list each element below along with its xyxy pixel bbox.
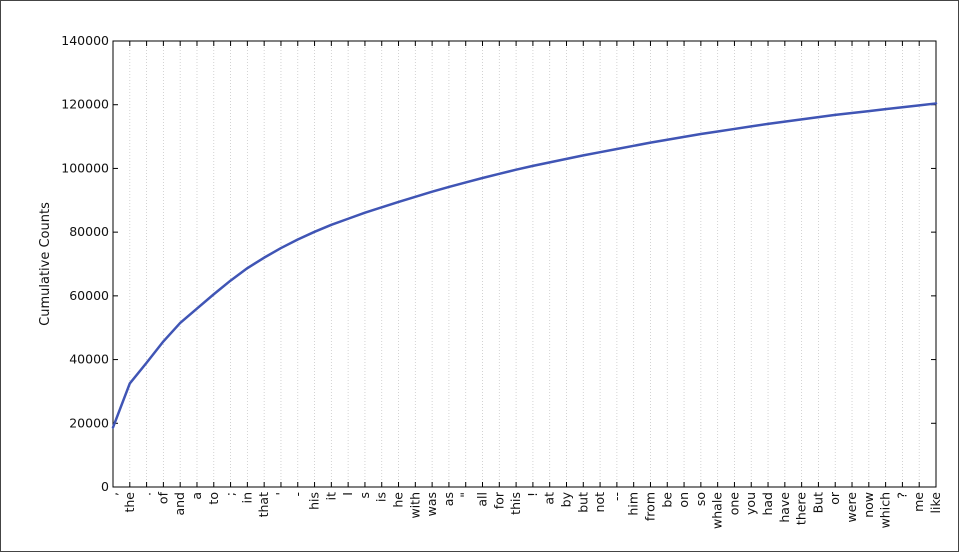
x-tick-label: or bbox=[827, 491, 842, 505]
plot-area-frame bbox=[112, 40, 937, 488]
x-tick-label: now bbox=[861, 492, 876, 518]
x-tick-label: were bbox=[844, 492, 859, 523]
y-tick-label: 120000 bbox=[61, 97, 109, 112]
x-tick-label: him bbox=[626, 492, 641, 516]
x-tick-label: ' bbox=[273, 492, 288, 495]
y-axis-label: Cumulative Counts bbox=[38, 202, 53, 326]
x-tick-label: not bbox=[592, 492, 607, 513]
x-tick-label: " bbox=[458, 492, 473, 498]
x-tick-label: it bbox=[323, 492, 338, 500]
x-tick-label: this bbox=[508, 492, 523, 515]
y-tick-label: 60000 bbox=[69, 288, 109, 303]
x-tick-label: - bbox=[290, 492, 305, 497]
x-tick-label: like bbox=[928, 492, 943, 514]
x-tick-label: on bbox=[676, 492, 691, 508]
y-tick-label: 20000 bbox=[69, 415, 109, 430]
series-layer bbox=[111, 102, 938, 429]
x-tick-label: be bbox=[659, 492, 674, 508]
x-tick-label: his bbox=[307, 492, 322, 510]
x-tick-label: so bbox=[693, 492, 708, 506]
x-tick-label: a bbox=[189, 492, 204, 500]
x-tick-label: . bbox=[139, 492, 154, 496]
x-tick-label: is bbox=[374, 492, 389, 502]
x-tick-label: which bbox=[878, 492, 893, 528]
series-line bbox=[111, 102, 938, 429]
x-tick-label: one bbox=[726, 492, 741, 516]
x-tick-label: had bbox=[760, 492, 775, 516]
x-tick-label: ? bbox=[894, 492, 909, 499]
x-tick-label: But bbox=[810, 492, 825, 513]
x-tick-label: s bbox=[357, 492, 372, 499]
x-tick-label: the bbox=[122, 492, 137, 513]
x-tick-label: , bbox=[105, 492, 120, 496]
y-tick-label: 100000 bbox=[61, 160, 109, 175]
x-tick-label: there bbox=[794, 492, 809, 525]
x-tick-label: you bbox=[743, 492, 758, 515]
x-tick-label: but bbox=[575, 492, 590, 513]
y-tick-label: 0 bbox=[101, 479, 109, 494]
x-tick-label: was bbox=[424, 492, 439, 516]
x-tick-label: -- bbox=[609, 492, 624, 501]
x-tick-label: as bbox=[441, 492, 456, 506]
x-tick-label: to bbox=[206, 492, 221, 505]
x-tick-label: I bbox=[340, 492, 355, 496]
x-tick-label: me bbox=[911, 492, 926, 512]
y-tick-label: 40000 bbox=[69, 352, 109, 367]
grid-lines bbox=[112, 41, 937, 487]
y-axis: 0 20000 40000 60000 80000 100000 120000 140000 bbox=[61, 33, 936, 494]
y-tick-label: 140000 bbox=[61, 33, 109, 48]
x-tick-label: that bbox=[256, 492, 271, 517]
x-tick-label: from bbox=[642, 492, 657, 521]
x-tick-label: he bbox=[391, 492, 406, 508]
x-tick-label: of bbox=[155, 491, 170, 504]
x-tick-label: ; bbox=[223, 492, 238, 496]
x-tick-label: in bbox=[239, 492, 254, 503]
y-tick-label: 80000 bbox=[69, 224, 109, 239]
x-tick-label: by bbox=[558, 491, 573, 507]
x-tick-label: ! bbox=[525, 492, 540, 497]
x-tick-label: all bbox=[475, 492, 490, 507]
x-tick-label: whale bbox=[710, 492, 725, 529]
x-tick-label: for bbox=[491, 491, 506, 509]
x-tick-label: at bbox=[542, 492, 557, 505]
x-tick-label: and bbox=[172, 492, 187, 516]
x-tick-label: with bbox=[407, 492, 422, 519]
x-tick-label: have bbox=[777, 492, 792, 523]
